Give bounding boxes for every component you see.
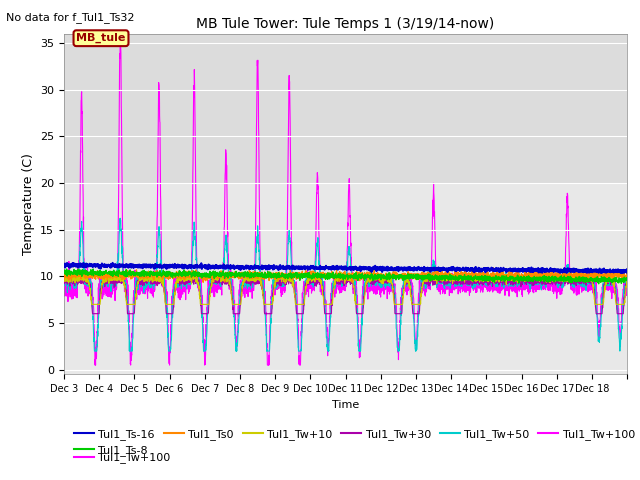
X-axis label: Time: Time [332, 400, 359, 409]
Bar [64, 34, 627, 183]
Text: No data for f_Tul1_Ts32: No data for f_Tul1_Ts32 [6, 12, 135, 23]
Y-axis label: Temperature (C): Temperature (C) [22, 153, 35, 255]
Legend: Tul1_Tw+100: Tul1_Tw+100 [70, 448, 175, 468]
Title: MB Tule Tower: Tule Temps 1 (3/19/14-now): MB Tule Tower: Tule Temps 1 (3/19/14-now… [196, 17, 495, 31]
Text: MB_tule: MB_tule [76, 33, 125, 43]
